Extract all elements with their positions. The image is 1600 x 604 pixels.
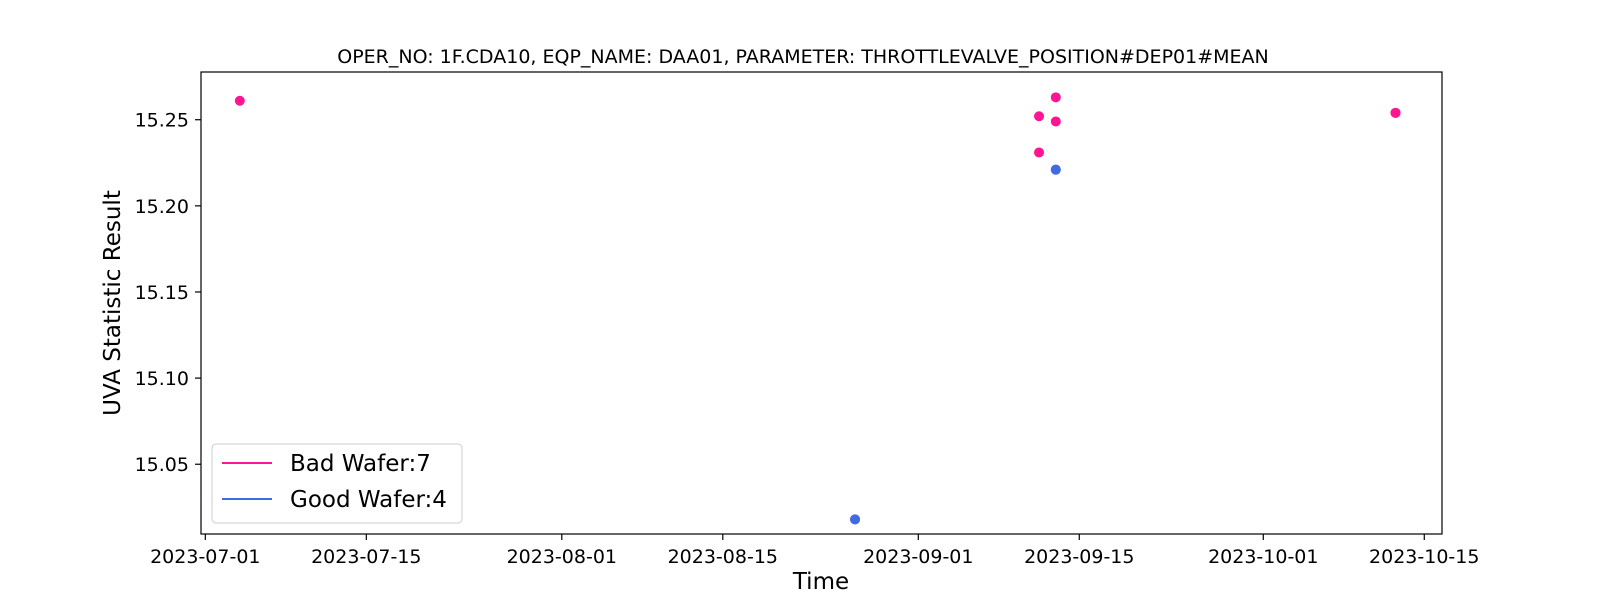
x-tick-label: 2023-08-01 [507,546,617,568]
y-tick-label: 15.15 [135,282,189,304]
y-tick-label: 15.05 [135,454,189,476]
data-point [1390,107,1401,118]
data-point [1034,147,1045,158]
x-axis-label: Time [792,569,849,595]
data-point [1050,164,1061,175]
x-tick-label: 2023-07-15 [311,546,421,568]
data-points [234,92,1401,525]
legend-label: Bad Wafer:7 [290,451,431,477]
y-tick-label: 15.10 [135,368,189,390]
x-tick-label: 2023-09-15 [1024,546,1134,568]
x-axis-ticks: 2023-07-01 2023-07-15 2023-08-01 2023-08-15… [150,534,1479,568]
x-tick-label: 2023-10-15 [1369,546,1479,568]
x-tick-label: 2023-09-01 [863,546,973,568]
x-tick-label: 2023-10-01 [1208,546,1318,568]
legend: Bad Wafer:7 Good Wafer:4 [211,443,463,524]
data-point [1050,116,1061,127]
y-tick-label: 15.25 [135,110,189,132]
data-point [1034,111,1045,122]
data-point [1050,92,1061,103]
chart-title: OPER_NO: 1F.CDA10, EQP_NAME: DAA01, PARA… [337,46,1268,68]
y-tick-label: 15.20 [135,196,189,218]
plot-frame [200,71,1443,535]
legend-label: Good Wafer:4 [290,487,447,513]
y-axis-ticks: 15.05 15.10 15.15 15.20 15.25 [135,110,201,476]
legend-box [211,443,463,524]
x-tick-label: 2023-07-01 [150,546,260,568]
y-axis-label: UVA Statistic Result [100,190,126,416]
x-tick-label: 2023-08-15 [668,546,778,568]
data-point [850,514,861,525]
data-point [234,95,245,106]
